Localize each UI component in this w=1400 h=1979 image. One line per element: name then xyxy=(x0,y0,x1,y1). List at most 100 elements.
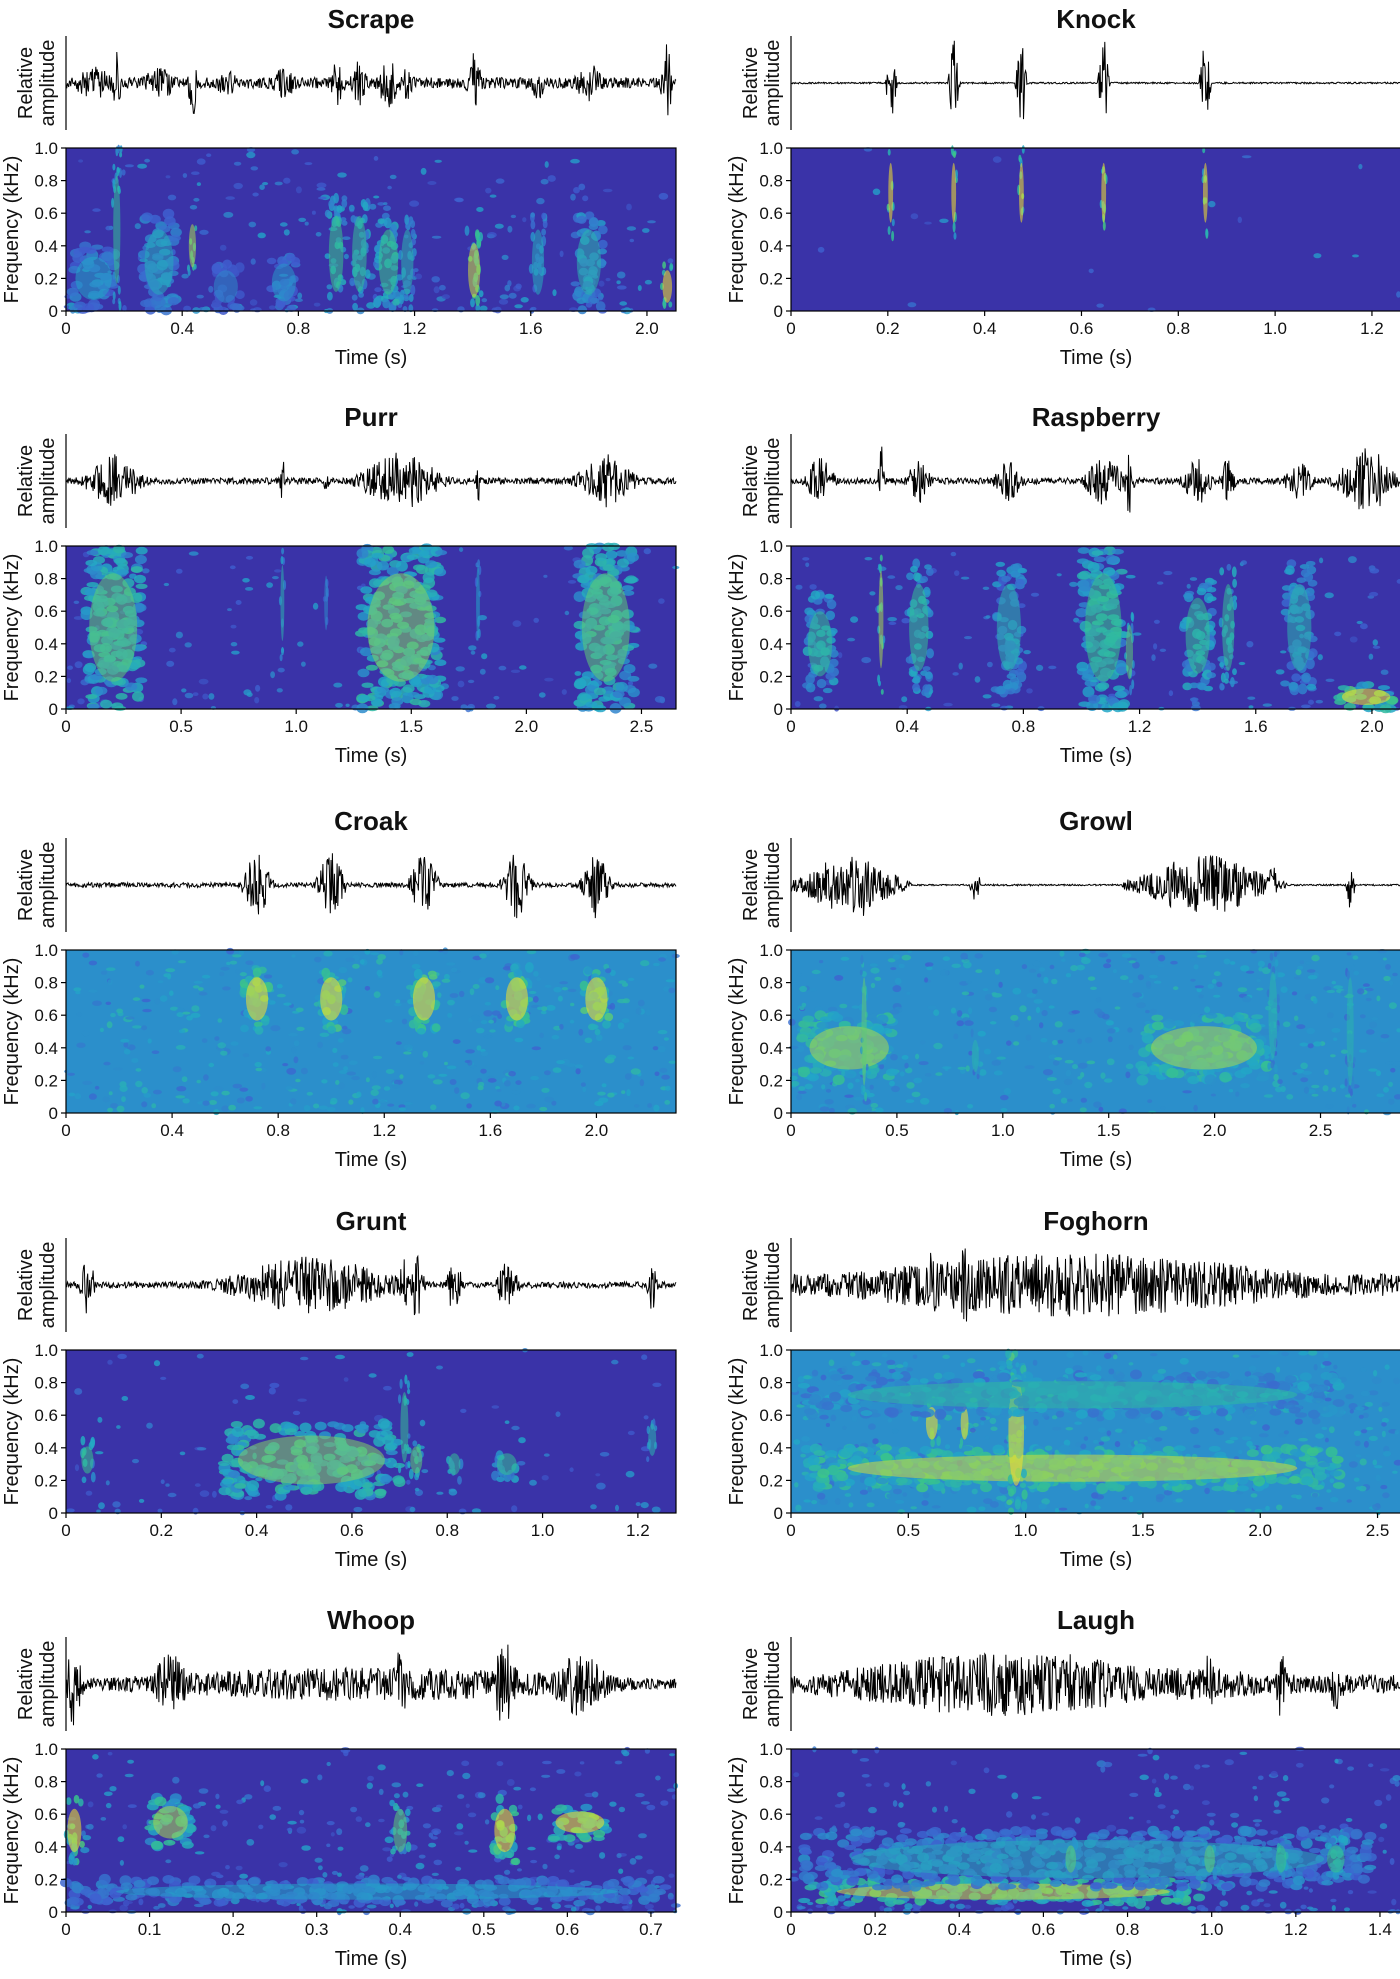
noise-speck xyxy=(799,985,808,993)
freq-tick-label: 0.6 xyxy=(34,1406,58,1425)
noise-speck xyxy=(795,1504,802,1512)
x-axis-label: Time (s) xyxy=(1060,745,1133,767)
burst-cell xyxy=(1275,1476,1288,1484)
burst-core xyxy=(576,229,602,295)
freq-tick-label: 1.0 xyxy=(759,139,783,158)
burst-cell xyxy=(887,226,891,235)
burst-cell xyxy=(805,682,816,693)
noise-speck xyxy=(338,1082,345,1090)
freq-tick-label: 0 xyxy=(774,302,783,321)
noise-speck xyxy=(318,196,327,200)
noise-speck xyxy=(1396,579,1400,584)
noise-speck xyxy=(1249,1445,1257,1450)
burst-cell xyxy=(279,654,283,662)
noise-speck xyxy=(912,1354,918,1359)
burst-cell xyxy=(826,599,837,610)
noise-speck xyxy=(198,307,208,311)
burst-cell xyxy=(996,1480,1009,1488)
burst-cell xyxy=(370,698,383,707)
burst-core xyxy=(410,1446,423,1474)
burst-cell xyxy=(627,687,640,698)
burst-cell xyxy=(365,664,378,671)
noise-speck xyxy=(903,1405,911,1409)
noise-speck xyxy=(1066,1351,1075,1359)
time-tick-label: 1.2 xyxy=(626,1521,650,1540)
noise-speck xyxy=(658,598,665,604)
noise-speck xyxy=(196,1447,207,1451)
burst-cell xyxy=(286,304,297,312)
noise-speck xyxy=(365,1077,370,1083)
noise-speck xyxy=(1283,1430,1289,1435)
noise-speck xyxy=(582,195,589,202)
noise-speck xyxy=(1098,1441,1105,1446)
burst-cell xyxy=(116,166,120,177)
noise-speck xyxy=(189,205,198,210)
freq-tick-label: 0.2 xyxy=(34,1471,58,1490)
noise-speck xyxy=(1293,976,1301,980)
noise-speck xyxy=(231,650,240,655)
noise-speck xyxy=(431,276,441,283)
noise-speck xyxy=(1361,1429,1368,1434)
burst-cell xyxy=(410,228,416,239)
burst-cell xyxy=(879,554,883,562)
noise-speck xyxy=(1190,957,1197,962)
noise-speck xyxy=(1186,583,1191,589)
waveform-y-label: Relativeamplitude xyxy=(740,1242,784,1329)
burst-cell xyxy=(862,1085,866,1093)
noise-speck xyxy=(573,187,580,194)
burst-cell xyxy=(807,1455,820,1466)
noise-speck xyxy=(1207,983,1215,989)
noise-speck xyxy=(1268,1351,1279,1355)
noise-speck xyxy=(602,188,613,193)
waveform-y-label-line: Relative xyxy=(15,47,37,119)
noise-speck xyxy=(1035,1006,1041,1014)
noise-speck xyxy=(1032,988,1038,994)
noise-speck xyxy=(965,1065,970,1072)
noise-speck xyxy=(403,1051,412,1055)
noise-speck xyxy=(1299,1042,1309,1047)
noise-speck xyxy=(1228,1089,1234,1093)
waveform-y-label-line: amplitude xyxy=(762,438,784,525)
burst-cell xyxy=(382,545,395,554)
burst-cell xyxy=(825,672,835,680)
spectrogram-burst xyxy=(355,543,448,714)
noise-speck xyxy=(298,217,307,222)
burst-cell xyxy=(669,263,674,270)
noise-speck xyxy=(644,279,653,285)
burst-cell xyxy=(112,163,116,171)
noise-speck xyxy=(987,661,993,668)
noise-speck xyxy=(850,616,859,623)
noise-speck xyxy=(117,1353,127,1360)
noise-speck xyxy=(802,557,810,561)
burst-core xyxy=(807,611,833,677)
noise-speck xyxy=(606,1054,617,1060)
noise-speck xyxy=(394,1003,402,1007)
burst-cell xyxy=(380,1475,393,1483)
noise-speck xyxy=(369,203,377,210)
burst-cell xyxy=(1267,1062,1271,1070)
noise-speck xyxy=(1345,1394,1354,1400)
noise-speck xyxy=(1300,1077,1309,1083)
noise-speck xyxy=(229,960,238,965)
burst-cell xyxy=(525,962,534,973)
noise-speck xyxy=(137,163,148,169)
waveform-y-label: Relativeamplitude xyxy=(15,438,59,525)
noise-speck xyxy=(227,608,232,612)
noise-speck xyxy=(239,1087,249,1092)
noise-speck xyxy=(1349,1409,1354,1414)
burst-core xyxy=(1287,584,1312,671)
noise-speck xyxy=(851,1005,860,1009)
noise-speck xyxy=(980,1416,987,1421)
spectrogram-burst xyxy=(211,259,245,315)
noise-speck xyxy=(1064,1059,1074,1064)
spectrogram-frame xyxy=(65,545,677,710)
burst-cell xyxy=(422,572,435,584)
noise-speck xyxy=(387,1103,395,1107)
noise-speck xyxy=(546,1004,556,1011)
noise-speck xyxy=(106,1021,113,1029)
noise-speck xyxy=(667,258,674,264)
noise-speck xyxy=(353,1506,363,1513)
noise-speck xyxy=(910,1506,917,1510)
spectrogram-burst xyxy=(528,212,548,314)
burst-cell xyxy=(1088,694,1101,704)
